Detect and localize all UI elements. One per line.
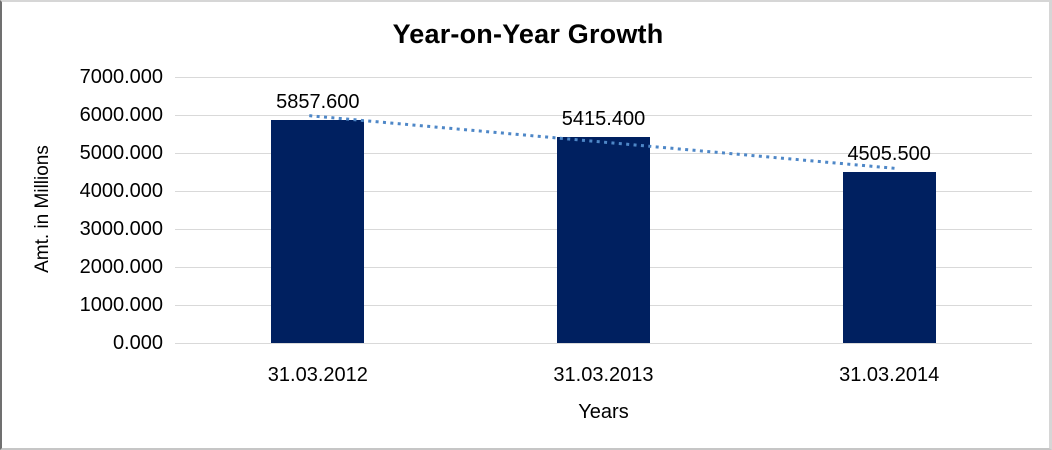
gridline: [175, 342, 1032, 344]
data-label: 5857.600: [276, 91, 360, 114]
gridline: [175, 76, 1032, 78]
x-axis-title: Years: [578, 401, 629, 423]
y-tick-label: 2000.000: [79, 256, 163, 278]
y-tick-label: 6000.000: [79, 104, 163, 126]
y-tick-label: 4000.000: [79, 180, 163, 202]
x-tick-label: 31.03.2013: [553, 364, 654, 386]
chart-title: Year-on-Year Growth: [392, 19, 664, 49]
data-label: 4505.500: [847, 142, 931, 165]
y-tick-label: 7000.000: [79, 66, 163, 88]
y-tick-label: 5000.000: [79, 142, 163, 164]
y-tick-label: 3000.000: [79, 218, 163, 240]
y-tick-label: 1000.000: [79, 294, 163, 316]
x-tick-label: 31.03.2012: [267, 364, 368, 386]
bar: [271, 120, 365, 343]
data-label: 5415.400: [561, 108, 646, 131]
x-tick-label: 31.03.2014: [839, 364, 940, 386]
bar: [842, 171, 936, 343]
y-tick-label: 0.000: [112, 332, 163, 354]
bar: [557, 137, 650, 343]
